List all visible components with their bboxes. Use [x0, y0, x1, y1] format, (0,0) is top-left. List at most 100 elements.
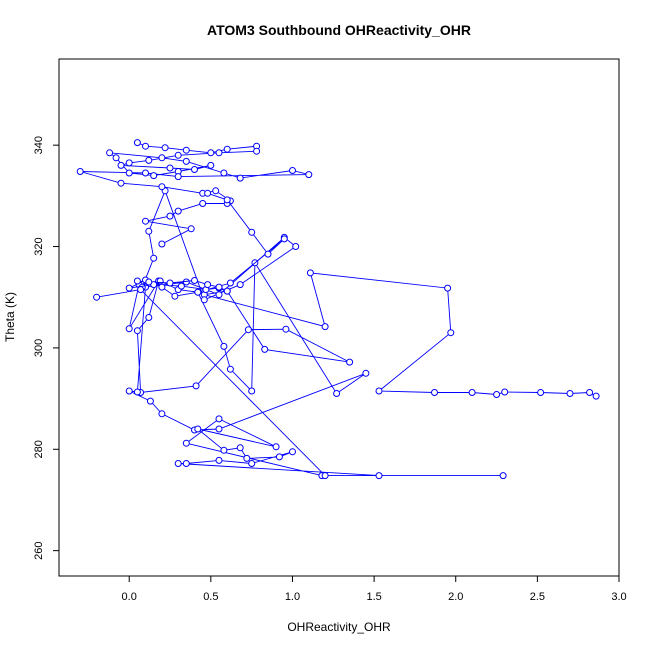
data-point	[175, 208, 181, 214]
data-point	[157, 278, 163, 284]
data-point	[183, 461, 189, 467]
data-point	[193, 383, 199, 389]
data-point	[151, 173, 157, 179]
data-point	[224, 197, 230, 203]
data-point	[227, 280, 233, 286]
data-point	[273, 444, 279, 450]
data-point	[94, 294, 100, 300]
data-point	[175, 152, 181, 158]
data-point	[167, 213, 173, 219]
chart-title: ATOM3 Southbound OHReactivity_OHR	[207, 22, 471, 38]
data-point	[159, 155, 165, 161]
data-point	[159, 411, 165, 417]
data-point	[502, 389, 508, 395]
data-point	[143, 170, 149, 176]
data-point	[134, 328, 140, 334]
data-point	[249, 461, 255, 467]
x-tick-label: 0.5	[203, 591, 218, 603]
data-point	[500, 473, 506, 479]
data-point	[201, 297, 207, 303]
data-point	[146, 228, 152, 234]
data-point	[347, 359, 353, 365]
data-point	[307, 270, 313, 276]
data-point	[151, 255, 157, 261]
data-point	[494, 392, 500, 398]
data-point	[192, 167, 198, 173]
data-point	[334, 391, 340, 397]
data-point	[159, 184, 165, 190]
data-point	[134, 389, 140, 395]
data-point	[216, 150, 222, 156]
data-point	[195, 426, 201, 432]
data-point	[587, 390, 593, 396]
data-point	[146, 279, 152, 285]
data-point	[192, 278, 198, 284]
data-point	[363, 370, 369, 376]
data-point	[322, 324, 328, 330]
data-point	[306, 172, 312, 178]
data-point	[200, 201, 206, 207]
data-point	[188, 226, 194, 232]
data-point	[172, 293, 178, 299]
y-tick-label: 300	[33, 339, 45, 357]
data-point	[113, 155, 119, 161]
data-point	[208, 150, 214, 156]
x-tick-label: 2.0	[448, 591, 463, 603]
data-point	[216, 292, 222, 298]
data-point	[118, 162, 124, 168]
data-point	[538, 390, 544, 396]
data-point	[146, 315, 152, 321]
data-point	[107, 150, 113, 156]
data-point	[195, 289, 201, 295]
data-point	[175, 174, 181, 180]
data-point	[593, 393, 599, 399]
data-point	[143, 218, 149, 224]
data-point	[249, 388, 255, 394]
data-point	[167, 280, 173, 286]
data-point	[237, 175, 243, 181]
data-point	[208, 162, 214, 168]
data-point	[322, 473, 328, 479]
data-point	[221, 170, 227, 176]
data-point	[265, 251, 271, 257]
data-point	[245, 327, 251, 333]
data-point	[126, 388, 132, 394]
y-tick-label: 260	[33, 541, 45, 559]
data-point	[167, 165, 173, 171]
data-point	[221, 447, 227, 453]
data-point	[290, 168, 296, 174]
data-point	[290, 449, 296, 455]
data-point	[159, 284, 165, 290]
data-point	[445, 285, 451, 291]
data-point	[134, 140, 140, 146]
data-point	[432, 390, 438, 396]
x-tick-label: 3.0	[611, 591, 626, 603]
x-tick-label: 2.5	[530, 591, 545, 603]
data-point	[118, 180, 124, 186]
data-point	[249, 229, 255, 235]
data-point	[138, 287, 144, 293]
data-point	[147, 398, 153, 404]
data-point	[448, 330, 454, 336]
data-point	[134, 278, 140, 284]
data-point	[126, 170, 132, 176]
data-point	[216, 457, 222, 463]
data-point	[175, 461, 181, 467]
data-point	[213, 188, 219, 194]
data-point	[146, 157, 152, 163]
data-point	[126, 285, 132, 291]
x-tick-label: 1.0	[285, 591, 300, 603]
data-point	[283, 326, 289, 332]
data-point	[237, 282, 243, 288]
data-point	[276, 454, 282, 460]
data-point	[183, 440, 189, 446]
x-tick-label: 1.5	[366, 591, 381, 603]
data-point	[224, 288, 230, 294]
y-tick-label: 340	[33, 136, 45, 154]
y-axis-label: Theta (K)	[3, 292, 17, 342]
data-point	[469, 390, 475, 396]
data-point	[162, 145, 168, 151]
data-point	[227, 366, 233, 372]
y-tick-label: 280	[33, 440, 45, 458]
data-point	[205, 190, 211, 196]
